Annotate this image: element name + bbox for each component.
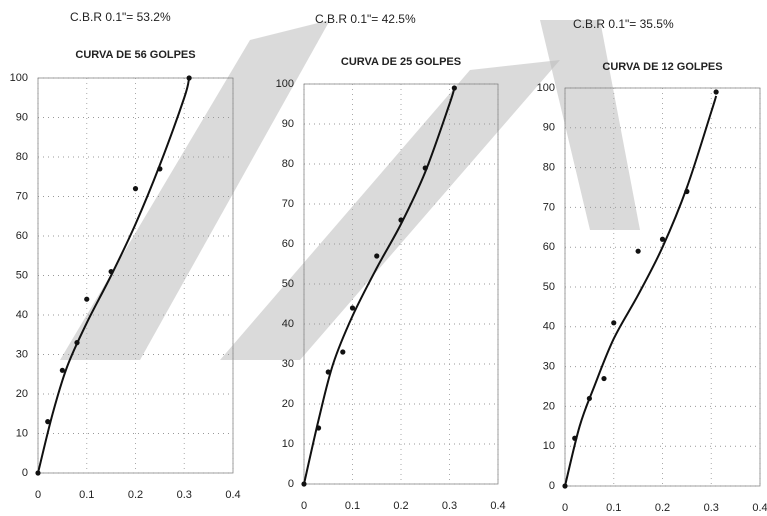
watermark <box>60 20 330 360</box>
y-tick-label: 20 <box>543 400 555 412</box>
x-tick-label: 0 <box>35 489 41 501</box>
y-tick-label: 10 <box>282 438 294 450</box>
point <box>635 248 641 254</box>
point <box>132 186 139 192</box>
y-tick-label: 10 <box>16 427 28 439</box>
y-tick-label: 60 <box>282 238 294 250</box>
y-tick-label: 0 <box>22 467 28 479</box>
point <box>374 253 380 259</box>
chart-title: CURVA DE 56 GOLPES <box>75 49 195 61</box>
y-tick-label: 40 <box>282 318 294 330</box>
y-tick-label: 50 <box>543 281 555 293</box>
y-tick-label: 30 <box>543 361 555 373</box>
y-tick-label: 90 <box>543 122 555 134</box>
watermark <box>540 20 640 230</box>
x-tick-label: 0.3 <box>177 489 192 501</box>
x-tick-label: 0.4 <box>752 502 767 514</box>
y-tick-label: 50 <box>16 269 28 281</box>
point <box>84 296 90 302</box>
chart-title: CURVA DE 25 GOLPES <box>341 56 461 68</box>
x-tick-label: 0.2 <box>655 502 670 514</box>
annotation: C.B.R 0.1"= 35.5% <box>573 17 674 31</box>
point <box>45 419 51 425</box>
y-tick-label: 90 <box>282 118 294 130</box>
plot-frame <box>564 87 761 487</box>
x-tick-label: 0.2 <box>128 489 143 501</box>
chart-title: CURVA DE 12 GOLPES <box>602 61 722 73</box>
y-tick-label: 60 <box>16 230 28 242</box>
y-tick-label: 50 <box>282 278 294 290</box>
annotation: C.B.R 0.1"= 42.5% <box>315 12 416 26</box>
y-tick-label: 0 <box>288 478 294 490</box>
x-tick-label: 0.4 <box>490 500 505 512</box>
x-tick-label: 0.1 <box>606 502 621 514</box>
y-tick-label: 10 <box>543 440 555 452</box>
y-tick-label: 90 <box>16 111 28 123</box>
y-tick-label: 70 <box>16 190 28 202</box>
y-tick-label: 20 <box>282 398 294 410</box>
point <box>611 320 617 326</box>
point <box>59 367 65 373</box>
x-tick-label: 0.1 <box>79 489 94 501</box>
y-tick-label: 0 <box>549 480 555 492</box>
curve <box>564 95 718 487</box>
y-tick-label: 30 <box>16 348 28 360</box>
y-tick-label: 80 <box>282 158 294 170</box>
x-tick-label: 0 <box>562 502 568 514</box>
x-tick-label: 0.4 <box>225 489 240 501</box>
point <box>601 375 607 382</box>
y-tick-label: 70 <box>543 201 555 213</box>
point <box>349 305 356 311</box>
x-tick-label: 0.3 <box>442 500 457 512</box>
y-tick-label: 70 <box>282 198 294 210</box>
y-tick-label: 30 <box>282 358 294 370</box>
plot-frame <box>303 83 499 485</box>
curve <box>303 87 456 485</box>
y-tick-label: 60 <box>543 241 555 253</box>
y-tick-label: 100 <box>276 78 294 90</box>
y-tick-label: 40 <box>543 321 555 333</box>
y-tick-label: 100 <box>537 82 555 94</box>
y-tick-label: 20 <box>16 388 28 400</box>
point <box>340 349 346 355</box>
y-tick-label: 100 <box>10 72 28 84</box>
x-tick-label: 0.2 <box>393 500 408 512</box>
x-tick-label: 0.3 <box>704 502 719 514</box>
watermark <box>220 60 560 360</box>
y-tick-label: 80 <box>543 162 555 174</box>
y-tick-label: 40 <box>16 309 28 321</box>
x-tick-label: 0.1 <box>345 500 360 512</box>
annotation: C.B.R 0.1"= 53.2% <box>70 10 171 24</box>
point <box>659 236 666 242</box>
x-tick-label: 0 <box>301 500 307 512</box>
y-tick-label: 80 <box>16 151 28 163</box>
point <box>713 89 719 95</box>
plot-frame <box>37 77 234 474</box>
curve <box>37 77 191 474</box>
